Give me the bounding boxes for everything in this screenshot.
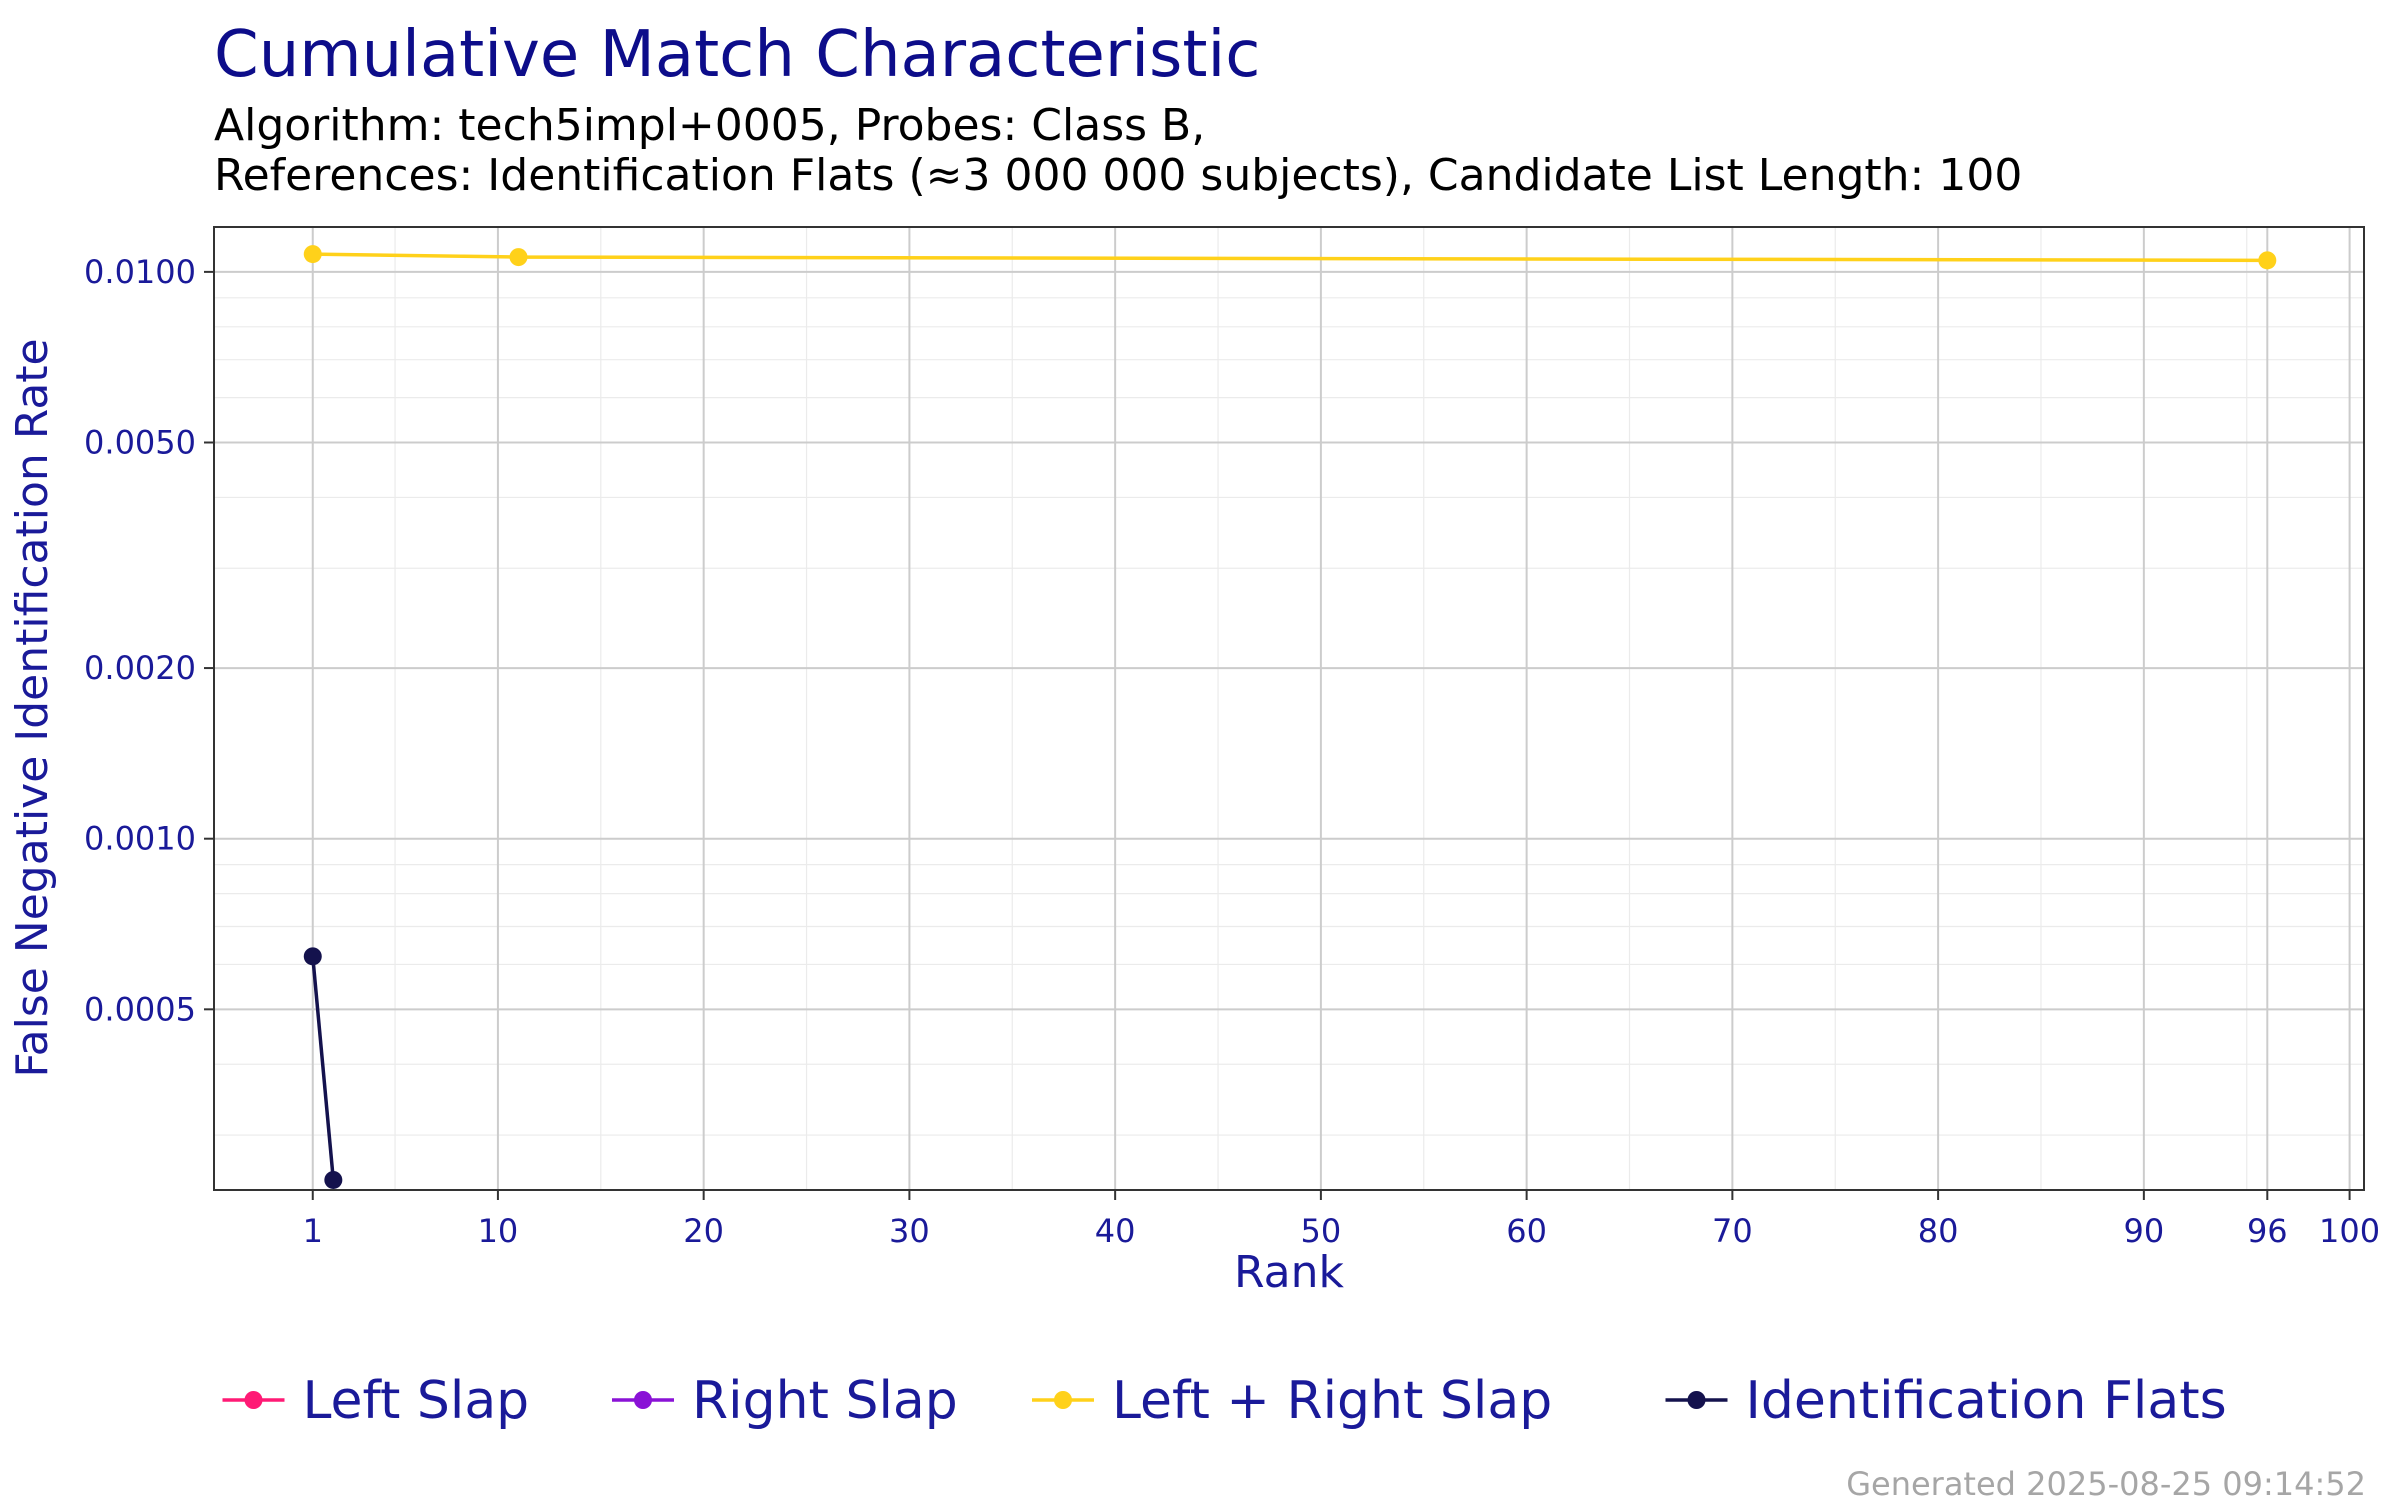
x-axis-ticks: 1 10 20 30 40 50 60 70 80 90 96 100 [303, 1190, 2380, 1250]
legend-label: Right Slap [692, 1371, 958, 1431]
data-point [509, 248, 528, 267]
series-line [311, 956, 336, 1181]
series-left-right-slap [303, 245, 2277, 270]
legend-key-marker [1687, 1391, 1706, 1409]
chart-subtitle-line-2: References: Identification Flats (≈3 000… [214, 150, 2022, 201]
x-tick-label: 30 [889, 1212, 930, 1250]
legend-label: Left + Right Slap [1112, 1371, 1552, 1431]
data-point [303, 947, 322, 966]
x-tick-label: 100 [2319, 1212, 2380, 1250]
x-tick-label: 20 [683, 1212, 724, 1250]
x-tick-label: 90 [2123, 1212, 2164, 1250]
x-tick-label: 1 [303, 1212, 323, 1250]
data-point [324, 1170, 343, 1189]
y-axis-ticks: 0.0005 0.0010 0.0020 0.0050 0.0100 [84, 253, 214, 1028]
legend-item: Identification Flats [1665, 1371, 2227, 1431]
generated-caption: Generated 2025-08-25 09:14:52 [1846, 1465, 2366, 1500]
x-tick-label: 70 [1712, 1212, 1753, 1250]
y-tick-label: 0.0020 [84, 649, 196, 687]
legend-item: Left + Right Slap [1032, 1371, 1552, 1431]
y-axis-title: False Negative Identification Rate [7, 338, 58, 1077]
y-tick-label: 0.0100 [84, 253, 196, 291]
x-tick-label: 60 [1506, 1212, 1547, 1250]
x-axis-title: Rank [1234, 1247, 1344, 1298]
x-tick-label: 40 [1095, 1212, 1136, 1250]
y-tick-label: 0.0010 [84, 820, 196, 858]
legend-key-marker [1054, 1391, 1072, 1409]
series-layer [303, 245, 2277, 1189]
x-tick-label: 80 [1918, 1212, 1959, 1250]
legend-item: Left Slap [222, 1371, 530, 1431]
chart-title: Cumulative Match Characteristic [214, 18, 1260, 92]
data-point [2258, 251, 2277, 270]
series-identification-flats [303, 947, 343, 1189]
y-tick-label: 0.0050 [84, 424, 196, 462]
plot-panel-border [213, 226, 2365, 1191]
legend-item: Right Slap [612, 1371, 958, 1431]
minor-gridlines [214, 227, 2364, 1190]
major-gridlines [214, 227, 2364, 1190]
legend-key-marker [244, 1391, 263, 1409]
x-tick-label: 96 [2247, 1212, 2288, 1250]
legend-label: Identification Flats [1746, 1371, 2227, 1431]
y-tick-label: 0.0005 [84, 990, 196, 1028]
series-line [312, 252, 2268, 263]
legend: Left Slap Right Slap Left + Right Slap Iden… [222, 1371, 2227, 1431]
legend-label: Left Slap [303, 1371, 530, 1431]
chart-subtitle-line-1: Algorithm: tech5impl+0005, Probes: Class… [214, 100, 1205, 151]
data-point [303, 245, 322, 264]
x-tick-label: 10 [478, 1212, 519, 1250]
legend-key-marker [634, 1391, 652, 1409]
x-tick-label: 50 [1301, 1212, 1342, 1250]
